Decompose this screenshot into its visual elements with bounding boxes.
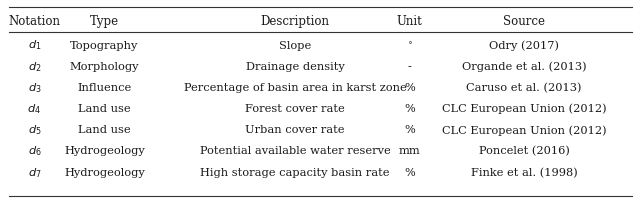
Text: Unit: Unit bbox=[397, 16, 422, 28]
Text: Potential available water reserve: Potential available water reserve bbox=[200, 146, 390, 156]
Text: $d_4$: $d_4$ bbox=[28, 102, 42, 116]
Text: Odry (2017): Odry (2017) bbox=[489, 40, 559, 51]
Text: -: - bbox=[408, 62, 412, 72]
Text: Forest cover rate: Forest cover rate bbox=[245, 104, 345, 114]
Text: Poncelet (2016): Poncelet (2016) bbox=[479, 146, 570, 157]
Text: Organde et al. (2013): Organde et al. (2013) bbox=[462, 61, 586, 72]
Text: Slope: Slope bbox=[279, 41, 311, 51]
Text: Drainage density: Drainage density bbox=[246, 62, 344, 72]
Text: $^\circ$: $^\circ$ bbox=[406, 41, 413, 51]
Text: Land use: Land use bbox=[78, 125, 131, 135]
Text: %: % bbox=[404, 125, 415, 135]
Text: $d_5$: $d_5$ bbox=[28, 123, 41, 137]
Text: %: % bbox=[404, 83, 415, 93]
Text: Description: Description bbox=[260, 16, 330, 28]
Text: Influence: Influence bbox=[77, 83, 131, 93]
Text: Morphology: Morphology bbox=[70, 62, 139, 72]
Text: Land use: Land use bbox=[78, 104, 131, 114]
Text: CLC European Union (2012): CLC European Union (2012) bbox=[442, 104, 607, 114]
Text: CLC European Union (2012): CLC European Union (2012) bbox=[442, 125, 607, 136]
Text: Urban cover rate: Urban cover rate bbox=[245, 125, 345, 135]
Text: %: % bbox=[404, 168, 415, 178]
Text: Caruso et al. (2013): Caruso et al. (2013) bbox=[467, 83, 582, 93]
Text: $d_7$: $d_7$ bbox=[28, 166, 41, 179]
Text: Notation: Notation bbox=[8, 16, 60, 28]
Text: Hydrogeology: Hydrogeology bbox=[64, 146, 145, 156]
Text: High storage capacity basin rate: High storage capacity basin rate bbox=[200, 168, 390, 178]
Text: Hydrogeology: Hydrogeology bbox=[64, 168, 145, 178]
Text: $d_1$: $d_1$ bbox=[28, 39, 41, 53]
Text: Finke et al. (1998): Finke et al. (1998) bbox=[471, 168, 577, 178]
Text: %: % bbox=[404, 104, 415, 114]
Text: Topography: Topography bbox=[70, 41, 138, 51]
Text: Source: Source bbox=[503, 16, 545, 28]
Text: $d_6$: $d_6$ bbox=[28, 145, 41, 158]
Text: Percentage of basin area in karst zone: Percentage of basin area in karst zone bbox=[184, 83, 406, 93]
Text: $d_3$: $d_3$ bbox=[28, 81, 41, 95]
Text: $d_2$: $d_2$ bbox=[28, 60, 41, 74]
Text: Type: Type bbox=[90, 16, 119, 28]
Text: mm: mm bbox=[399, 146, 420, 156]
